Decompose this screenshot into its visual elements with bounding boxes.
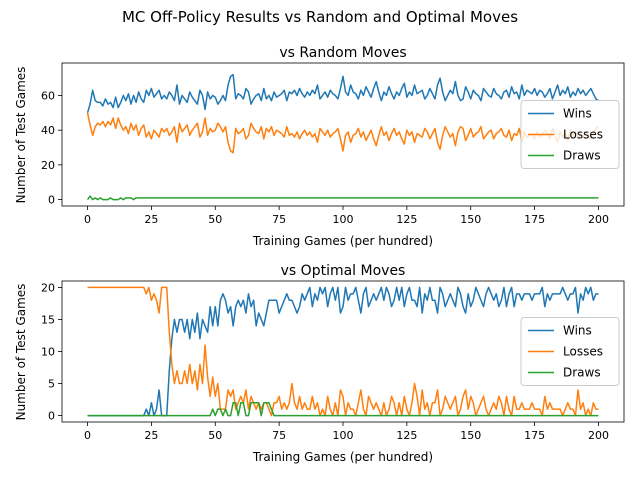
x-tick-label: 50: [208, 213, 222, 226]
y-tick-label: 60: [41, 89, 55, 102]
y-tick-label: 20: [41, 281, 55, 294]
legend-label-losses: Losses: [563, 128, 603, 142]
x-tick-label: 100: [333, 213, 354, 226]
x-tick-label: 0: [84, 429, 91, 442]
y-axis-label: Number of Test Games: [14, 67, 28, 204]
plot-area: 0 25 50 75 100 125 150 175 200 0 20 40 60 Wins Losses D…: [41, 62, 625, 226]
y-tick-label: 15: [41, 313, 55, 326]
x-tick-label: 150: [460, 429, 481, 442]
series-line-wins: [87, 286, 599, 417]
series-line-losses: [87, 286, 599, 417]
x-axis-label: Training Games (per hundred): [252, 234, 433, 248]
x-tick-label: 25: [144, 213, 158, 226]
x-tick-label: 0: [84, 213, 91, 226]
x-tick-label: 150: [460, 213, 481, 226]
y-tick-label: 0: [48, 194, 55, 207]
chart-vs-optimal: vs Optimal Moves Number of Test Games Tr…: [14, 263, 625, 464]
x-tick-label: 100: [333, 429, 354, 442]
chart-title: vs Random Moves: [279, 45, 406, 61]
y-tick-label: 5: [48, 378, 55, 391]
y-tick-label: 20: [41, 159, 55, 172]
series-line-wins: [86, 73, 599, 114]
x-tick-label: 50: [208, 429, 222, 442]
y-tick-label: 40: [41, 124, 55, 137]
x-tick-label: 75: [272, 213, 286, 226]
legend-label-wins: Wins: [563, 324, 592, 338]
legend-label-losses: Losses: [563, 345, 603, 359]
legend-label-wins: Wins: [563, 107, 592, 121]
legend: Wins Losses Draws: [520, 100, 620, 169]
legend-box: [520, 100, 620, 169]
series-line-draws: [87, 402, 599, 417]
series-line-losses: [86, 112, 599, 154]
y-tick-label: 0: [48, 410, 55, 423]
chart-vs-random: vs Random Moves Number of Test Games Tra…: [14, 45, 625, 248]
x-tick-label: 175: [524, 213, 545, 226]
y-axis-label: Number of Test Games: [14, 284, 28, 421]
x-tick-label: 125: [396, 213, 417, 226]
legend: Wins Losses Draws: [520, 317, 620, 386]
series-line-draws: [86, 195, 599, 201]
legend-box: [520, 317, 620, 386]
x-tick-label: 125: [396, 429, 417, 442]
x-tick-label: 200: [588, 213, 609, 226]
legend-label-draws: Draws: [563, 366, 601, 380]
x-tick-label: 200: [588, 429, 609, 442]
figure-suptitle: MC Off-Policy Results vs Random and Opti…: [122, 8, 518, 26]
x-tick-label: 25: [144, 429, 158, 442]
y-tick-label: 10: [41, 346, 55, 359]
legend-label-draws: Draws: [563, 149, 601, 163]
x-tick-label: 175: [524, 429, 545, 442]
x-axis-label: Training Games (per hundred): [252, 450, 433, 464]
plot-area: 0 25 50 75 100 125 150 175 200 0 5 10 15 20 Wins Losses…: [41, 280, 625, 442]
x-tick-label: 75: [272, 429, 286, 442]
chart-title: vs Optimal Moves: [281, 263, 406, 279]
